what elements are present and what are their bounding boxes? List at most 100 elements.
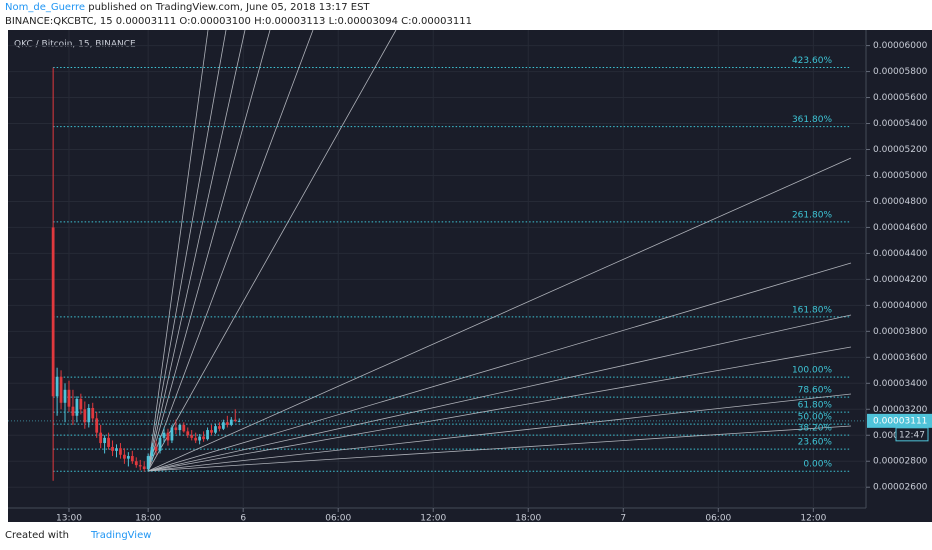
fan-line	[147, 29, 397, 472]
fib-level-label: 161.80%	[792, 305, 832, 315]
brand[interactable]: TradingView	[90, 530, 152, 541]
countdown-box	[895, 427, 929, 442]
x-tick-label: 12:00	[800, 514, 826, 524]
fan-line	[147, 29, 271, 472]
fan-lines	[147, 29, 852, 472]
fib-level-label: 38.20%	[798, 424, 833, 434]
candle-body	[67, 389, 71, 407]
fib-level-label: 361.80%	[792, 115, 832, 125]
x-tick-label: 06:00	[325, 514, 351, 524]
fan-line	[147, 314, 852, 472]
y-tick-label: 0.00005400	[873, 119, 928, 129]
fib-level-label: 50.00%	[798, 413, 833, 423]
fib-level-label: 78.60%	[798, 386, 833, 396]
candle-body	[202, 436, 205, 440]
y-tick-label: 0.00005600	[873, 93, 928, 103]
fan-line	[147, 29, 227, 472]
y-tick-label: 0.00004200	[873, 275, 928, 285]
y-tick-label: 0.00003600	[873, 353, 928, 363]
x-tick-label: 7	[620, 514, 626, 524]
x-tick-label: 13:00	[56, 514, 82, 524]
fib-level-label: 0.00%	[803, 460, 832, 470]
candle-body	[146, 456, 150, 470]
published: published on TradingView.com, June 05, 2…	[85, 2, 370, 13]
candle-body	[222, 422, 225, 429]
y-tick-label: 0.00002600	[873, 483, 928, 493]
fib-level-label: 261.80%	[792, 210, 832, 220]
fan-line	[147, 29, 314, 472]
fan-line	[147, 262, 852, 472]
candle-body	[51, 227, 55, 397]
candle-body	[95, 418, 99, 433]
candle-body	[107, 437, 110, 447]
fib-level-label: 100.00%	[792, 366, 832, 376]
y-tick-label: 0.00002800	[873, 457, 928, 467]
candle-body	[170, 427, 174, 441]
candle-body	[115, 448, 118, 451]
candle-body	[218, 426, 221, 429]
candle-body	[79, 398, 83, 410]
fan-line	[147, 346, 852, 472]
header: Nom_de_Guerre published on TradingView.c…	[5, 1, 472, 29]
candle-body	[75, 398, 79, 416]
x-tick-label: 12:00	[420, 514, 446, 524]
chart-title: QKC / Bitcoin, 15, BINANCE	[14, 40, 136, 50]
last-price-label: 0.00003111	[873, 416, 927, 426]
candle-body	[190, 435, 194, 438]
candle-body	[130, 456, 134, 462]
candle-body	[83, 409, 87, 423]
y-tick-label: 0.00005000	[873, 171, 928, 181]
chart: QKC / Bitcoin, 15, BINANCE 0.00002600 0.0…	[0, 28, 932, 524]
candle-body	[138, 465, 142, 467]
fan-line	[147, 29, 246, 472]
candle-body	[194, 437, 198, 441]
footer: Created with TradingView	[5, 530, 151, 541]
candle-body	[162, 432, 166, 438]
y-tick-label: 0.00004000	[873, 301, 928, 311]
y-tick-label: 0.00006000	[873, 41, 928, 51]
fib-level-label: 61.80%	[798, 401, 833, 411]
candle-body	[99, 432, 103, 444]
candle-body	[126, 456, 130, 459]
candle-body	[134, 461, 138, 466]
fib-level-label: 423.60%	[792, 56, 832, 66]
candle-body	[182, 424, 186, 432]
candle-body	[174, 427, 178, 431]
candle-body	[71, 406, 75, 416]
fan-line	[147, 157, 852, 472]
candle-body	[158, 437, 162, 451]
candle-body	[229, 419, 233, 425]
candle-body	[55, 376, 59, 397]
fan-line	[147, 393, 852, 472]
candle-body	[111, 446, 114, 451]
candle-body	[214, 426, 217, 433]
y-tick-label: 0.00005800	[873, 67, 928, 77]
candle-body	[206, 430, 209, 440]
candle-body	[166, 432, 170, 441]
candle-body	[154, 446, 158, 451]
candle-body	[186, 431, 190, 436]
candle-body	[87, 407, 91, 423]
fan-line	[147, 425, 852, 472]
candle-body	[91, 407, 95, 419]
y-tick-label: 0.00004600	[873, 223, 928, 233]
candle-body	[103, 437, 106, 444]
candle-body	[63, 389, 67, 403]
created-with: Created with	[5, 530, 69, 541]
candle-body	[59, 376, 63, 403]
symbol-line: BINANCE:QKCBTC, 15 0.00003111 O:0.000031…	[5, 16, 472, 27]
candle-body	[119, 448, 122, 455]
candle-body	[210, 430, 213, 433]
candle-body	[123, 454, 126, 459]
plot-background	[8, 30, 932, 522]
y-tick-label: 0.00003800	[873, 327, 928, 337]
candle-body	[150, 446, 154, 457]
author[interactable]: Nom_de_Guerre	[5, 2, 86, 13]
candle-body	[142, 466, 146, 470]
countdown: 12:47	[899, 430, 925, 440]
x-tick-label: 6	[240, 514, 246, 524]
y-tick-label: 0.00003200	[873, 405, 928, 415]
x-tick-label: 18:00	[515, 514, 541, 524]
fib-level-label: 23.60%	[798, 438, 833, 448]
